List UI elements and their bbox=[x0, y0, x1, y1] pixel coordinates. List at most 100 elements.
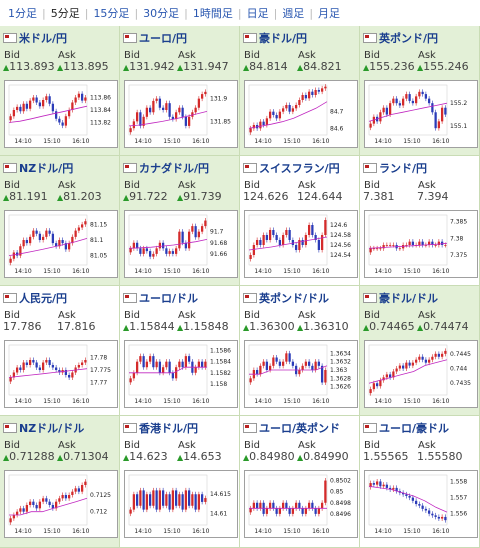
candle-body bbox=[272, 357, 275, 366]
pair-title[interactable]: 豪ドル/円 bbox=[243, 30, 307, 46]
quote-panel[interactable]: 英ポンド/円 Bid Ask ▲155.236 ▲155.246 155.2 155.1 14… bbox=[360, 26, 480, 156]
pair-title[interactable]: ユーロ/円 bbox=[123, 30, 187, 46]
pair-name[interactable]: カナダドル/円 bbox=[139, 162, 210, 175]
candle-body bbox=[252, 125, 256, 129]
tab-5[interactable]: 日足 bbox=[246, 7, 269, 20]
pair-name[interactable]: 英ポンド/ドル bbox=[259, 292, 330, 305]
quote-panel[interactable]: ユーロ/ドル Bid Ask ▲1.15844 ▲1.15848 1.1586 1.1584… bbox=[120, 286, 240, 416]
candle-body bbox=[197, 494, 201, 510]
pair-name[interactable]: ユーロ/豪ドル bbox=[379, 422, 450, 435]
price-chart[interactable]: 155.2 155.1 14:10 15:10 16:10 bbox=[364, 80, 478, 148]
quote-panel[interactable]: 豪ドル/円 Bid Ask ▲84.814 ▲84.821 84.7 84.6 14:10 15… bbox=[240, 26, 360, 156]
price-chart[interactable]: 0.7125 0.712 14:10 15:10 16:10 bbox=[4, 470, 118, 538]
quote-panel[interactable]: NZドル/ドル Bid Ask ▲0.71288 ▲0.71304 0.7125 0.712… bbox=[0, 416, 120, 548]
candle-body bbox=[262, 121, 265, 125]
tab-4[interactable]: 1時間足 bbox=[192, 7, 233, 20]
pair-title[interactable]: 英ポンド/ドル bbox=[243, 290, 329, 306]
bid-value: ▲1.15844 bbox=[123, 320, 175, 333]
ask-price: 91.739 bbox=[183, 190, 222, 203]
quote-panel[interactable]: 英ポンド/ドル Bid Ask ▲1.36300 ▲1.36310 1.3634 1.363… bbox=[240, 286, 360, 416]
pair-title[interactable]: カナダドル/円 bbox=[123, 160, 209, 176]
bid-label: Bid bbox=[124, 50, 140, 61]
price-chart[interactable]: 1.3634 1.3632 1.363 1.3628 1.3626 14:10 15:10 1… bbox=[244, 340, 358, 408]
pair-name[interactable]: 豪ドル/円 bbox=[259, 32, 308, 45]
tab-7[interactable]: 月足 bbox=[318, 7, 341, 20]
candle-body bbox=[22, 508, 25, 512]
quote-panel[interactable]: NZドル/円 Bid Ask ▲81.191 ▲81.203 81.15 81.1 81.05… bbox=[0, 156, 120, 286]
pair-title[interactable]: 英ポンド/円 bbox=[363, 30, 438, 46]
price-chart[interactable]: 113.86 113.84 113.82 14:10 15:10 16:10 bbox=[4, 80, 118, 148]
quote-panel[interactable]: 豪ドル/ドル Bid Ask ▲0.74465 ▲0.74474 0.7445 0.744 0… bbox=[360, 286, 480, 416]
quote-panel[interactable]: 米ドル/円 Bid Ask ▲113.893 ▲113.895 113.86 113.84 1… bbox=[0, 26, 120, 156]
candle-body bbox=[22, 362, 25, 370]
pair-title[interactable]: NZドル/ドル bbox=[3, 420, 84, 436]
candle-body bbox=[421, 241, 424, 245]
price-chart[interactable]: 84.7 84.6 14:10 15:10 16:10 bbox=[244, 80, 358, 148]
price-chart[interactable]: 7.385 7.38 7.375 14:10 15:10 16:10 bbox=[364, 210, 478, 278]
tab-1[interactable]: 5分足 bbox=[50, 7, 80, 20]
quote-panel[interactable]: スイスフラン/円 Bid Ask 124.626 124.644 124.6 124.58 1… bbox=[240, 156, 360, 286]
price-chart[interactable]: 14.615 14.61 14:10 15:10 16:10 bbox=[124, 470, 238, 538]
quote-panel[interactable]: ランド/円 Bid Ask 7.381 7.394 7.385 7.38 7.375 14:10… bbox=[360, 156, 480, 286]
pair-name[interactable]: ユーロ/円 bbox=[139, 32, 188, 45]
pair-name[interactable]: 香港ドル/円 bbox=[139, 422, 199, 435]
pair-title[interactable]: スイスフラン/円 bbox=[243, 160, 340, 176]
candle-body bbox=[132, 494, 136, 510]
price-chart[interactable]: 1.558 1.557 1.556 14:10 15:10 16:10 bbox=[364, 470, 478, 538]
price-chart[interactable]: 0.8502 0.85 0.8498 0.8496 14:10 15:10 16:10 bbox=[244, 470, 358, 538]
candle-body bbox=[145, 361, 149, 368]
pair-title[interactable]: 米ドル/円 bbox=[3, 30, 67, 46]
bid-value: 17.786 bbox=[3, 320, 42, 333]
candle-body bbox=[135, 494, 139, 506]
candle-body bbox=[392, 98, 395, 104]
candle-body bbox=[275, 357, 278, 362]
pair-name[interactable]: ユーロ/英ポンド bbox=[259, 422, 341, 435]
pair-name[interactable]: ユーロ/ドル bbox=[139, 292, 199, 305]
quote-panel[interactable]: カナダドル/円 Bid Ask ▲91.722 ▲91.739 91.7 91.68 91.6… bbox=[120, 156, 240, 286]
candle-body bbox=[427, 241, 431, 245]
pair-title[interactable]: 香港ドル/円 bbox=[123, 420, 198, 436]
price-chart[interactable]: 17.78 17.775 17.77 14:10 15:10 16:10 bbox=[4, 340, 118, 408]
pair-name[interactable]: NZドル/ドル bbox=[19, 422, 85, 435]
pair-title[interactable]: ユーロ/ドル bbox=[123, 290, 198, 306]
bid-price: 1.55565 bbox=[363, 450, 409, 463]
pair-name[interactable]: スイスフラン/円 bbox=[259, 162, 340, 175]
candle-body bbox=[301, 240, 304, 245]
candle-body bbox=[148, 356, 152, 362]
tab-2[interactable]: 15分足 bbox=[93, 7, 130, 20]
up-arrow-icon: ▲ bbox=[123, 193, 130, 202]
pair-title[interactable]: ランド/円 bbox=[363, 160, 427, 176]
pair-name[interactable]: 豪ドル/ドル bbox=[379, 292, 439, 305]
price-chart[interactable]: 81.15 81.1 81.05 14:10 15:10 16:10 bbox=[4, 210, 118, 278]
quote-panel[interactable]: 人民元/円 Bid Ask 17.786 17.816 17.78 17.775 17.77 1… bbox=[0, 286, 120, 416]
price-chart[interactable]: 131.9 131.85 14:10 15:10 16:10 bbox=[124, 80, 238, 148]
pair-name[interactable]: NZドル/円 bbox=[19, 162, 74, 175]
pair-title[interactable]: NZドル/円 bbox=[3, 160, 73, 176]
quote-panel[interactable]: ユーロ/英ポンド Bid Ask ▲0.84980 ▲0.84990 0.8502 0.85… bbox=[240, 416, 360, 548]
ask-label: Ask bbox=[418, 50, 436, 61]
price-chart[interactable]: 0.7445 0.744 0.7435 14:10 15:10 16:10 bbox=[364, 340, 478, 408]
candle-body bbox=[155, 490, 158, 510]
pair-title[interactable]: ユーロ/英ポンド bbox=[243, 420, 340, 436]
price-chart[interactable]: 1.1586 1.1584 1.1582 1.158 14:10 15:10 16:10 bbox=[124, 340, 238, 408]
pair-title[interactable]: 豪ドル/ドル bbox=[363, 290, 438, 306]
quote-panel[interactable]: 香港ドル/円 Bid Ask ▲14.623 ▲14.653 14.615 14.61 14:… bbox=[120, 416, 240, 548]
pair-title[interactable]: ユーロ/豪ドル bbox=[363, 420, 449, 436]
price-chart[interactable]: 124.6 124.58 124.56 124.54 14:10 15:10 16:10 bbox=[244, 210, 358, 278]
price-chart[interactable]: 91.7 91.68 91.66 14:10 15:10 16:10 bbox=[124, 210, 238, 278]
pair-name[interactable]: 英ポンド/円 bbox=[379, 32, 439, 45]
quote-panel[interactable]: ユーロ/円 Bid Ask ▲131.942 ▲131.947 131.9 131.85 14… bbox=[120, 26, 240, 156]
pair-title[interactable]: 人民元/円 bbox=[3, 290, 67, 306]
candle-body bbox=[197, 231, 201, 238]
pair-name[interactable]: 米ドル/円 bbox=[19, 32, 68, 45]
tab-3[interactable]: 30分足 bbox=[143, 7, 180, 20]
pair-name[interactable]: 人民元/円 bbox=[19, 292, 68, 305]
tab-0[interactable]: 1分足 bbox=[8, 7, 37, 20]
candle-body bbox=[142, 248, 145, 254]
quote-panel[interactable]: ユーロ/豪ドル Bid Ask 1.55565 1.55580 1.558 1.557 1.5… bbox=[360, 416, 480, 548]
pair-name[interactable]: ランド/円 bbox=[379, 162, 428, 175]
candle-body bbox=[385, 245, 389, 246]
tab-6[interactable]: 週足 bbox=[282, 7, 305, 20]
candle-body bbox=[197, 361, 201, 368]
plot-frame bbox=[8, 344, 88, 396]
